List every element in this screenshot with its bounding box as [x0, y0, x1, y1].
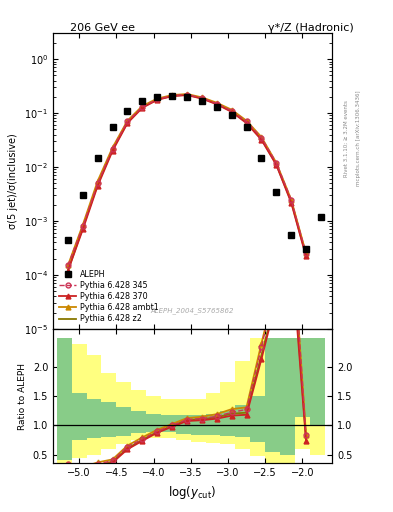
Text: Rivet 3.1.10; ≥ 3.2M events: Rivet 3.1.10; ≥ 3.2M events	[344, 100, 349, 177]
Text: mcplots.cern.ch [arXiv:1306.3436]: mcplots.cern.ch [arXiv:1306.3436]	[356, 91, 361, 186]
Y-axis label: Ratio to ALEPH: Ratio to ALEPH	[18, 362, 27, 430]
Text: γ*/Z (Hadronic): γ*/Z (Hadronic)	[268, 23, 353, 33]
Legend: ALEPH, Pythia 6.428 345, Pythia 6.428 370, Pythia 6.428 ambt1, Pythia 6.428 z2: ALEPH, Pythia 6.428 345, Pythia 6.428 37…	[57, 269, 160, 325]
X-axis label: $\log(y_{\rm cut})$: $\log(y_{\rm cut})$	[168, 484, 217, 501]
Y-axis label: σ(5 jet)/σ(inclusive): σ(5 jet)/σ(inclusive)	[8, 133, 18, 229]
Text: ALEPH_2004_S5765862: ALEPH_2004_S5765862	[151, 307, 234, 314]
Text: 206 GeV ee: 206 GeV ee	[70, 23, 135, 33]
